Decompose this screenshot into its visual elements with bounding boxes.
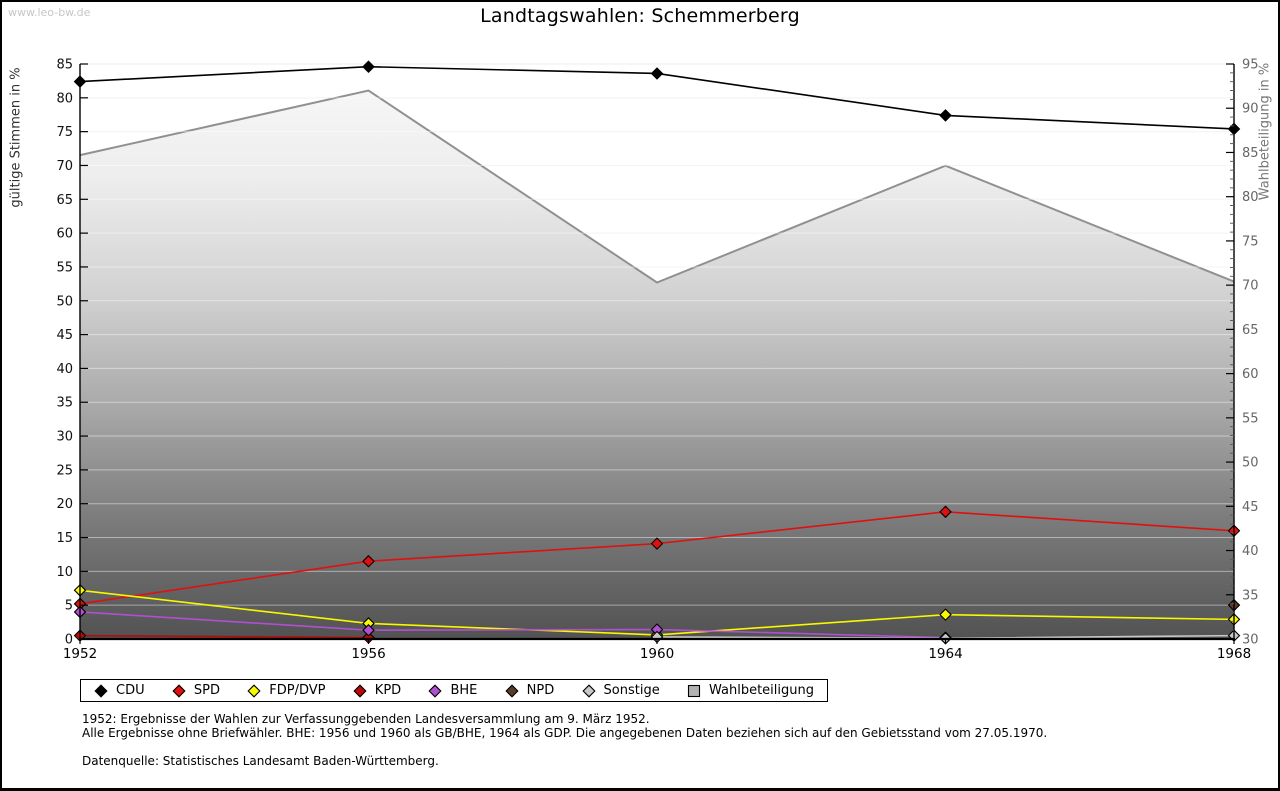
legend-label: BHE	[450, 683, 478, 698]
x-axis-label-1968: 1968	[1217, 646, 1251, 662]
footnote-1952: 1952: Ergebnisse der Wahlen zur Verfassu…	[82, 712, 650, 726]
right-axis-tick-label: 85	[1242, 146, 1259, 161]
left-axis-tick-label: 35	[56, 396, 73, 411]
footnote-source: Datenquelle: Statistisches Landesamt Bad…	[82, 754, 439, 768]
left-axis-tick-label: 30	[56, 430, 73, 445]
right-axis-tick-label: 65	[1242, 323, 1259, 338]
legend-item-wahlbeteiligung: Wahlbeteiligung	[687, 683, 814, 698]
data-point-bhe-1956	[362, 623, 375, 637]
left-axis-tick-label: 5	[65, 599, 73, 614]
data-point-cdu-1960	[650, 67, 664, 80]
watermark: www.leo-bw.de	[8, 6, 91, 19]
x-axis-label-1956: 1956	[351, 646, 385, 662]
legend-label: Wahlbeteiligung	[708, 683, 814, 698]
left-axis-tick-label: 0	[65, 633, 73, 648]
series-line-bhe	[79, 611, 946, 639]
left-axis-tick-label: 75	[56, 125, 73, 140]
right-axis-tick-label: 30	[1242, 633, 1259, 648]
data-point-spd-1960	[650, 537, 664, 550]
data-point-cdu-1964	[939, 109, 952, 122]
right-axis-tick-label: 40	[1242, 544, 1259, 559]
x-axis-label-1964: 1964	[928, 646, 962, 662]
data-point-cdu-1956	[362, 60, 375, 73]
legend-label: FDP/DVP	[269, 683, 326, 698]
chart-legend: CDU SPD FDP/DVP KPD BHE NPD Sonstige Wahlbeteil…	[80, 679, 828, 702]
right-axis-tick-label: 50	[1242, 456, 1259, 471]
legend-swatch-diamond	[353, 683, 367, 698]
right-axis-title: Wahlbeteiligung in %	[1257, 62, 1273, 201]
right-axis-tick-label: 55	[1242, 411, 1259, 426]
legend-swatch-diamond	[581, 683, 596, 698]
right-axis-tick-label: 45	[1242, 500, 1259, 515]
left-axis-tick-label: 60	[56, 227, 73, 242]
legend-swatch-diamond	[505, 683, 519, 698]
series-line-kpd	[79, 634, 369, 639]
left-axis-tick-label: 20	[56, 497, 73, 512]
right-axis-tick-label: 95	[1242, 58, 1259, 73]
right-axis-tick-label: 70	[1242, 279, 1259, 294]
legend-swatch-diamond	[428, 683, 443, 698]
left-axis-tick-label: 50	[56, 294, 73, 309]
left-axis-tick-label: 45	[56, 328, 73, 343]
x-axis-label-1952: 1952	[63, 646, 97, 662]
legend-label: CDU	[116, 683, 145, 698]
chart-title: Landtagswahlen: Schemmerberg	[480, 5, 800, 27]
legend-item-fdp-dvp: FDP/DVP	[247, 683, 326, 698]
right-axis-tick-label: 90	[1242, 102, 1259, 117]
legend-item-sonstige: Sonstige	[581, 683, 660, 698]
legend-item-bhe: BHE	[428, 683, 477, 698]
right-axis-tick-label: 35	[1242, 588, 1259, 603]
left-axis-tick-label: 70	[56, 159, 73, 174]
data-point-spd-1956	[362, 554, 375, 568]
data-point-spd-1964	[939, 505, 952, 519]
legend-label: SPD	[193, 683, 220, 698]
wahlbeteiligung-area-edge	[79, 89, 1235, 284]
right-axis-tick-label: 80	[1242, 190, 1259, 205]
legend-label: KPD	[374, 683, 402, 698]
wahlbeteiligung-area	[80, 90, 1234, 640]
left-axis-tick-label: 10	[56, 565, 73, 580]
legend-item-cdu: CDU	[94, 683, 145, 698]
left-axis-tick-label: 85	[56, 58, 73, 73]
left-axis-tick-label: 25	[56, 463, 73, 478]
legend-label: Sonstige	[603, 683, 660, 698]
left-axis-tick-label: 40	[56, 362, 73, 377]
x-axis-label-1960: 1960	[640, 646, 674, 662]
legend-item-npd: NPD	[505, 683, 555, 698]
left-axis-tick-label: 80	[56, 91, 73, 106]
left-axis-tick-label: 15	[56, 531, 73, 546]
legend-swatch-area	[687, 684, 701, 697]
footnotes: 1952: Ergebnisse der Wahlen zur Verfassu…	[82, 712, 1222, 769]
legend-item-spd: SPD	[172, 683, 220, 698]
footnote-details: Alle Ergebnisse ohne Briefwähler. BHE: 1…	[82, 725, 1048, 740]
legend-swatch-diamond	[94, 683, 108, 698]
legend-label: NPD	[526, 683, 555, 698]
legend-item-kpd: KPD	[353, 683, 401, 698]
left-axis-title: gültige Stimmen in %	[8, 67, 24, 208]
chart-canvas: 0 5 10 15 20 25 30 35 40 45 50 55 60 65 70 75 80 85 30 35 40…	[56, 58, 1259, 663]
data-point-fdp-dvp-1964	[939, 608, 952, 621]
left-axis-tick-label: 65	[56, 193, 73, 208]
legend-swatch-diamond	[247, 683, 261, 698]
right-axis-tick-label: 75	[1242, 234, 1259, 249]
right-axis-tick-label: 60	[1242, 367, 1259, 382]
left-axis-tick-label: 55	[56, 260, 73, 275]
legend-swatch-diamond	[172, 683, 186, 698]
